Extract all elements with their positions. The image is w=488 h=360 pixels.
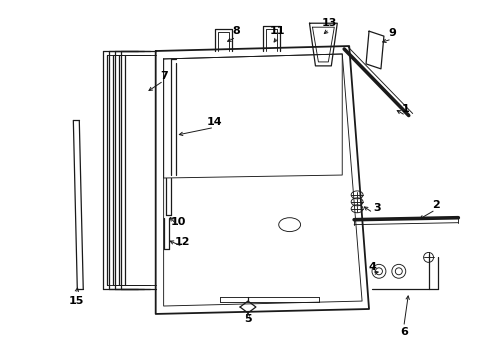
Text: 6: 6	[399, 327, 407, 337]
Text: 8: 8	[232, 26, 240, 36]
Text: 15: 15	[68, 296, 84, 306]
Text: 14: 14	[206, 117, 222, 127]
Text: 5: 5	[244, 314, 251, 324]
Text: 11: 11	[269, 26, 285, 36]
Text: 3: 3	[372, 203, 380, 213]
Text: 7: 7	[160, 71, 167, 81]
Text: 9: 9	[387, 28, 395, 38]
Text: 1: 1	[401, 104, 409, 113]
Text: 13: 13	[321, 18, 336, 28]
Text: 2: 2	[431, 200, 439, 210]
Text: 10: 10	[170, 217, 186, 227]
Text: 4: 4	[367, 262, 375, 272]
Text: 12: 12	[174, 237, 190, 247]
